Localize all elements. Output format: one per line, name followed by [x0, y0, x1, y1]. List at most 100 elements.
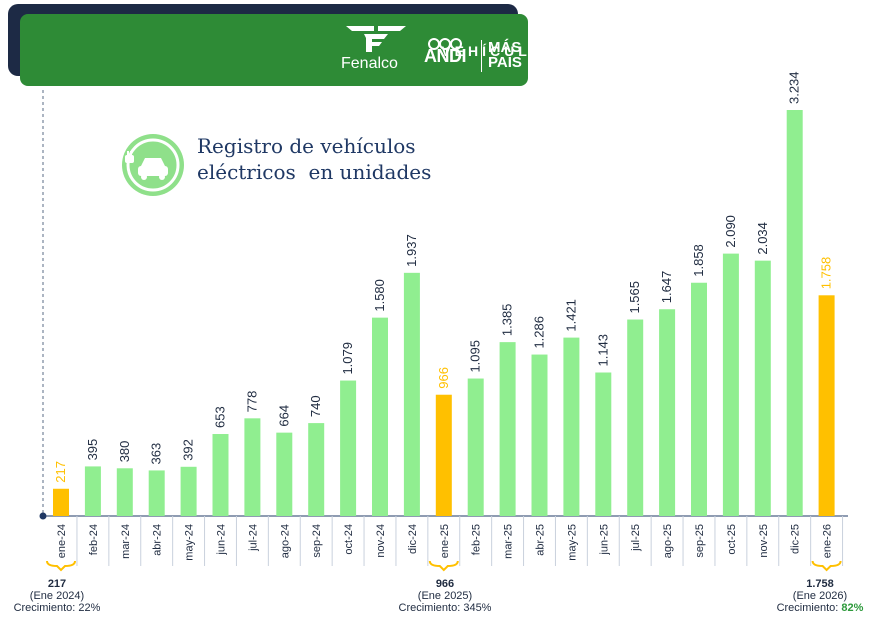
tick-label-nov-25: nov-25 — [758, 524, 770, 558]
andi-logo-icon — [428, 38, 462, 50]
bulletin-title: BOLETÍN — [560, 20, 650, 36]
bar-jun-24 — [212, 434, 229, 516]
value-label-feb-24: 395 — [85, 439, 100, 461]
bar-sep-25 — [691, 282, 707, 516]
tick-label-nov-24: nov-24 — [375, 524, 387, 558]
tick-label-abr-25: abr-25 — [535, 524, 547, 556]
bar-oct-24 — [340, 380, 357, 516]
note-growth: Crecimiento: 22% — [0, 602, 122, 614]
value-label-mar-24: 380 — [117, 441, 132, 463]
value-label-dic-25: 3.234 — [787, 71, 802, 104]
value-label-ago-24: 664 — [276, 405, 291, 427]
note-growth-label: Crecimiento: — [398, 602, 461, 614]
note-period: (Ene 2026) — [792, 590, 848, 602]
tick-label-oct-25: oct-25 — [726, 524, 738, 555]
value-label-jul-24: 778 — [244, 391, 259, 413]
value-label-ago-25: 1.647 — [659, 271, 674, 304]
note-growth-value: 22% — [78, 602, 101, 614]
value-label-may-25: 1.421 — [563, 299, 578, 332]
tick-label-feb-25: feb-25 — [471, 524, 483, 555]
value-label-sep-24: 740 — [308, 395, 323, 417]
value-label-ene-26: 1.758 — [819, 257, 834, 290]
note-ene-25: 966 (Ene 2025) Crecimiento: 345% — [380, 578, 510, 614]
tick-label-ene-25: ene-25 — [439, 524, 451, 558]
note-growth: Crecimiento: 82% — [755, 602, 884, 614]
value-label-may-24: 392 — [181, 439, 196, 461]
tick-label-ene-24: ene-24 — [56, 524, 68, 558]
value-label-jul-25: 1.565 — [627, 281, 642, 314]
tick-label-dic-25: dic-25 — [790, 524, 802, 554]
value-label-abr-24: 363 — [149, 443, 164, 465]
note-growth-value: 82% — [841, 602, 864, 614]
bar-jun-25 — [595, 372, 612, 516]
tick-label-ene-26: ene-26 — [822, 524, 834, 558]
note-value: 966 — [435, 578, 455, 590]
bar-ene-24 — [53, 488, 69, 516]
tick-label-mar-24: mar-24 — [120, 524, 132, 559]
tick-label-jul-25: jul-25 — [630, 524, 642, 552]
mas-pais-logo-line2: PAÍS — [488, 54, 522, 71]
tick-label-sep-25: sep-25 — [694, 524, 706, 558]
bar-dic-24 — [403, 272, 420, 516]
brace-ene-25 — [428, 560, 459, 572]
fenalco-logo-text: Fenalco — [341, 55, 398, 72]
note-growth: Crecimiento: 345% — [380, 602, 510, 614]
tick-label-dic-24: dic-24 — [407, 524, 419, 554]
bar-ago-24 — [276, 432, 293, 516]
bar-mar-24 — [116, 468, 133, 516]
bar-ago-25 — [659, 309, 676, 516]
value-label-ene-24: 217 — [53, 461, 68, 483]
tick-label-may-24: may-24 — [184, 524, 196, 561]
bar-feb-25 — [467, 378, 484, 516]
bar-sep-24 — [308, 423, 325, 516]
bar-jul-25 — [627, 319, 644, 516]
brace-ene-26 — [811, 560, 842, 572]
note-growth-label: Crecimiento: — [13, 602, 76, 614]
bar-abr-25 — [531, 354, 548, 516]
bar-ene-25 — [435, 394, 452, 516]
tick-label-jun-25: jun-25 — [598, 524, 610, 556]
tick-label-feb-24: feb-24 — [88, 524, 100, 555]
note-value: 1.758 — [806, 578, 834, 590]
note-growth-label: Crecimiento: — [776, 602, 839, 614]
note-value: 217 — [47, 578, 67, 590]
note-ene-24: 217 (Ene 2024) Crecimiento: 22% — [0, 578, 122, 614]
tick-label-oct-24: oct-24 — [343, 524, 355, 555]
value-label-jun-24: 653 — [213, 406, 228, 428]
bar-may-25 — [563, 337, 580, 516]
bar-may-24 — [180, 466, 197, 516]
axis-origin-dot — [39, 512, 47, 520]
value-label-oct-25: 2.090 — [723, 215, 738, 248]
tick-label-jun-24: jun-24 — [216, 524, 228, 556]
bar-feb-24 — [84, 466, 101, 516]
chart-title-line1: Registro de vehículos — [197, 134, 416, 158]
fenalco-logo-icon — [346, 26, 406, 52]
logo-divider — [481, 40, 482, 72]
value-label-feb-25: 1.095 — [468, 340, 483, 373]
value-label-nov-24: 1.580 — [372, 279, 387, 312]
bulletin-subtitle: VEHÍCULOS NUEVOS — [441, 43, 650, 59]
tick-label-jul-24: jul-24 — [247, 524, 259, 552]
value-label-nov-25: 2.034 — [755, 222, 770, 255]
bar-oct-25 — [722, 253, 739, 516]
bulletin-banner — [20, 14, 528, 86]
bar-mar-25 — [499, 342, 516, 516]
note-period: (Ene 2024) — [29, 590, 85, 602]
bar-nov-24 — [372, 317, 388, 516]
value-label-mar-25: 1.385 — [500, 304, 515, 337]
note-period: (Ene 2025) — [417, 590, 473, 602]
andi-logo-text: ANDI — [424, 46, 467, 66]
tick-label-ago-24: ago-24 — [279, 524, 291, 558]
tick-label-ago-25: ago-25 — [662, 524, 674, 558]
bar-nov-25 — [754, 260, 771, 516]
tick-label-abr-24: abr-24 — [152, 524, 164, 556]
mas-pais-logo-line1: MÁS — [488, 39, 522, 56]
tick-label-mar-25: mar-25 — [503, 524, 515, 559]
note-growth-value: 345% — [463, 602, 492, 614]
tick-label-sep-24: sep-24 — [311, 524, 323, 558]
brace-ene-24 — [46, 560, 76, 572]
value-label-dic-24: 1.937 — [404, 234, 419, 267]
bar-jul-24 — [244, 418, 261, 516]
bar-abr-24 — [148, 470, 165, 516]
